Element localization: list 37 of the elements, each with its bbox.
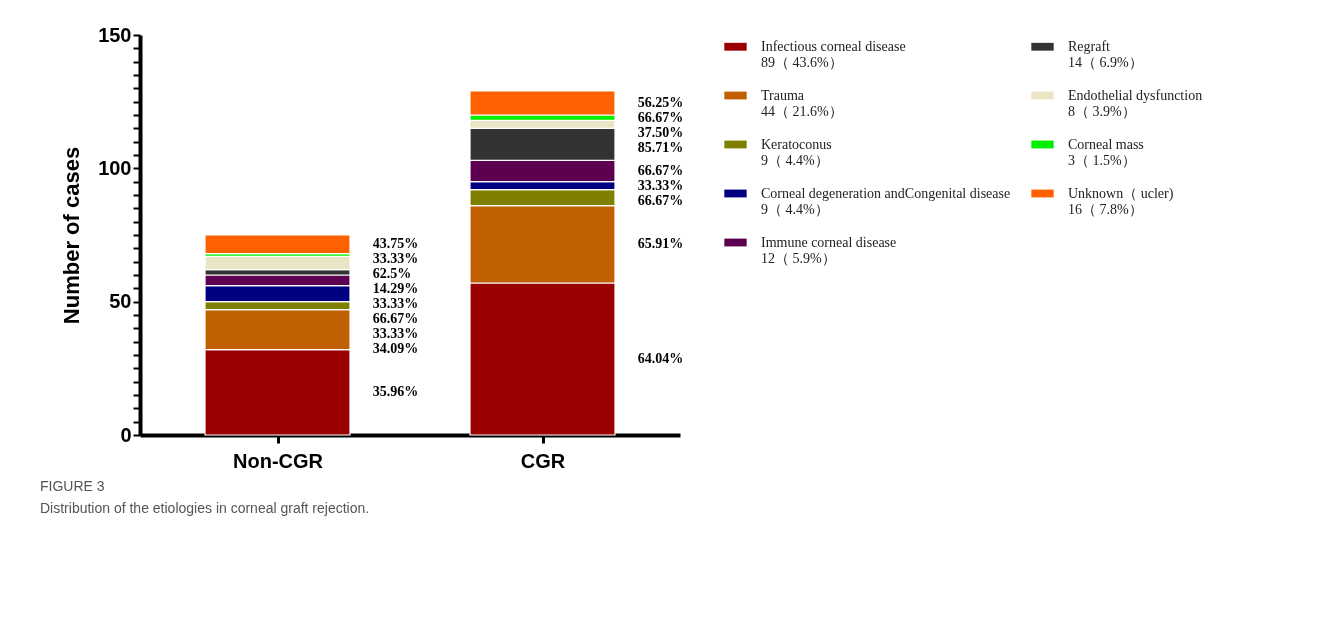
y-tick-label: 150: [98, 23, 132, 46]
text: Distribution of the etiologies in corneal graft rejection.: [40, 500, 370, 516]
annotation: 33.33%: [637, 178, 684, 193]
legend-label: Endothelial dysfunction 8（ 3.9%）: [1068, 87, 1203, 119]
annotation: 66.67%: [637, 193, 684, 208]
y-tick-label: 100: [98, 156, 132, 179]
bar: [204, 234, 351, 255]
annotation: 37.50%: [637, 125, 684, 140]
annotation: 33.33%: [372, 326, 419, 342]
annotation: 62.5%: [372, 266, 412, 282]
x-tick-label: CGR: [520, 449, 566, 472]
annotation: 14.29%: [372, 281, 419, 297]
legend-label: Keratoconus 9（ 4.4%）: [761, 136, 832, 168]
legend-label: Unknown（ ucler) 16（ 7.8%）: [1068, 185, 1174, 217]
caption: FIGURE 3: [40, 478, 105, 494]
legend-label: Corneal mass 3（ 1.5%）: [1068, 136, 1144, 168]
annotation: 66.67%: [637, 163, 684, 178]
annotation: 34.09%: [372, 341, 419, 357]
annotation: 66.67%: [372, 311, 419, 327]
annotation: 65.91%: [637, 236, 684, 252]
x-tick-label: Non-CGR: [233, 449, 324, 472]
legend-label: Regraft 14（ 6.9%）: [1068, 38, 1143, 70]
legend-label: Corneal degeneration andCongenital disease 9（ 4.4%）: [761, 185, 1011, 217]
legend-label: Infectious corneal disease 89（ 43.6%）: [761, 38, 906, 70]
y-tick-label: 50: [109, 290, 132, 313]
legend-label: Trauma 44（ 21.6%）: [761, 87, 843, 119]
annotation: 56.25%: [637, 95, 684, 110]
y-tick-label: 0: [120, 423, 132, 446]
annotation: 64.04%: [637, 351, 684, 366]
annotation: 43.75%: [372, 236, 419, 252]
legend-label: Immune corneal disease 12（ 5.9%）: [761, 234, 897, 266]
annotation: 35.96%: [372, 384, 419, 400]
annotation: 66.67%: [637, 110, 684, 125]
annotation: 33.33%: [372, 251, 419, 267]
y-axis-title: Number of cases: [59, 146, 85, 325]
annotation: 33.33%: [372, 296, 419, 312]
annotation: 85.71%: [637, 140, 684, 155]
